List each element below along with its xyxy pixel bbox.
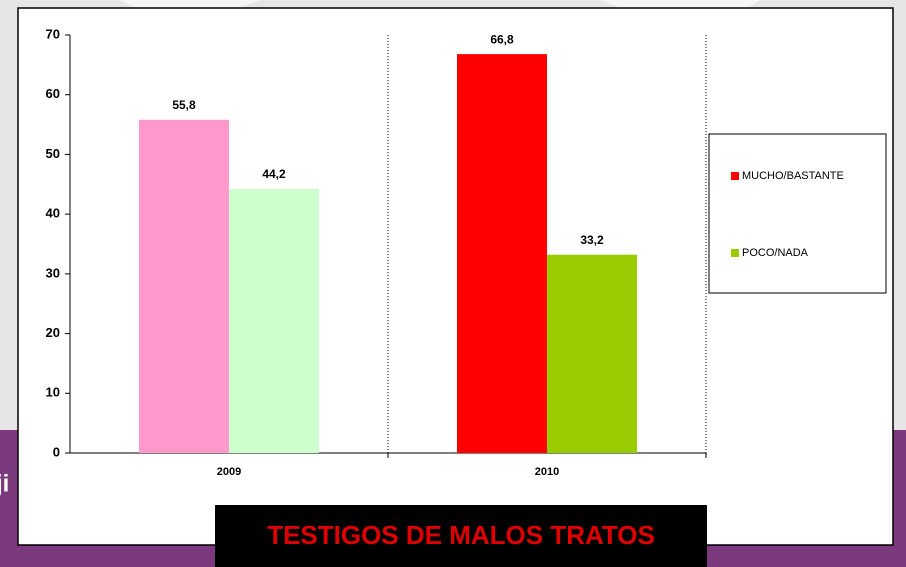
- title-box: [215, 505, 707, 567]
- y-tick-label: 60: [46, 86, 60, 101]
- bar: [139, 119, 229, 454]
- y-tick-label: 30: [46, 265, 60, 280]
- value-label: 33,2: [580, 233, 604, 247]
- y-tick-label: 10: [46, 385, 60, 400]
- y-tick-label: 20: [46, 325, 60, 340]
- chart-title: TESTIGOS DE MALOS TRATOS: [267, 520, 655, 550]
- value-label: 44,2: [262, 167, 286, 181]
- y-tick-label: 70: [46, 26, 60, 41]
- bar: [547, 254, 637, 453]
- x-tick-label: 2009: [217, 466, 241, 478]
- legend-swatch: [731, 249, 739, 257]
- x-tick-label: 2010: [535, 466, 559, 478]
- value-label: 55,8: [172, 98, 196, 112]
- bar: [457, 54, 547, 453]
- legend-box: [708, 133, 887, 294]
- bar: [229, 189, 319, 453]
- value-label: 66,8: [490, 32, 514, 46]
- legend-swatch: [731, 172, 739, 180]
- legend-label: POCO/NADA: [742, 247, 809, 259]
- background-text: ji: [0, 470, 9, 497]
- y-tick-label: 40: [46, 206, 60, 221]
- y-tick-label: 0: [53, 444, 60, 459]
- y-tick-label: 50: [46, 146, 60, 161]
- legend-label: MUCHO/BASTANTE: [742, 170, 844, 182]
